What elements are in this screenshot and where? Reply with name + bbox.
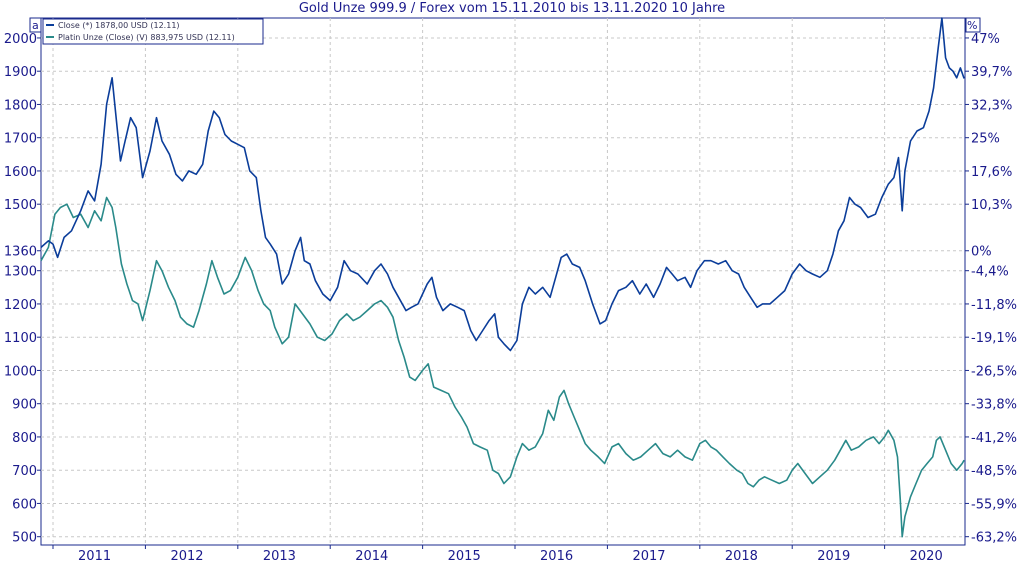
x-tick-label: 2018 <box>725 549 758 563</box>
y-right-tick-label: -11,8% <box>971 298 1017 313</box>
y-right-tick-label: -4,4% <box>971 265 1009 280</box>
y-axis-left: 2000 1900 1800 1700 1600 1500 1360 1300 1200 1100… <box>4 32 41 546</box>
x-tick-label: 2012 <box>170 549 203 563</box>
x-tick-label: 2013 <box>263 549 296 563</box>
plot-frame <box>40 17 966 546</box>
corner-left-label: a <box>32 19 39 32</box>
legend-label-gold: Close (*) 1878,00 USD (12.11) <box>58 21 180 30</box>
y-left-tick-label: 1600 <box>4 165 37 180</box>
y-left-tick-label: 1360 <box>4 245 37 260</box>
legend-label-platin: Platin Unze (Close) (V) 883,975 USD (12.… <box>58 33 235 42</box>
x-tick-label: 2020 <box>910 549 943 563</box>
y-left-tick-label: 1000 <box>4 364 37 379</box>
series-line-platin <box>40 196 965 538</box>
y-left-tick-label: 1100 <box>4 331 37 346</box>
grid-lines <box>41 18 965 545</box>
y-left-tick-label: 500 <box>12 531 37 546</box>
y-left-tick-label: 1300 <box>4 265 37 280</box>
corner-box-left <box>29 17 42 33</box>
legend-box <box>42 18 264 45</box>
chart-title: Gold Unze 999.9 / Forex vom 15.11.2010 b… <box>298 1 726 16</box>
x-tick-label: 2014 <box>355 549 388 563</box>
y-right-tick-label: -26,5% <box>971 364 1017 379</box>
y-right-tick-label: -33,8% <box>971 398 1017 413</box>
y-left-tick-label: 1500 <box>4 198 37 213</box>
corner-right-label: % <box>967 19 977 32</box>
y-right-tick-label: 32,3% <box>971 98 1012 113</box>
y-right-tick-label: -48,5% <box>971 464 1017 479</box>
y-right-tick-label: -41,2% <box>971 431 1017 446</box>
y-right-tick-label: 0% <box>971 245 992 260</box>
x-tick-label: 2015 <box>448 549 481 563</box>
y-right-tick-label: 47% <box>971 32 1000 47</box>
legend: Close (*) 1878,00 USD (12.11) Platin Unz… <box>42 18 264 45</box>
y-left-tick-label: 1700 <box>4 132 37 147</box>
y-left-tick-label: 1800 <box>4 98 37 113</box>
y-left-tick-label: 600 <box>12 497 37 512</box>
y-left-tick-label: 700 <box>12 464 37 479</box>
corner-box-right <box>965 17 981 33</box>
y-right-tick-label: 10,3% <box>971 198 1012 213</box>
y-left-tick-label: 1200 <box>4 298 37 313</box>
y-axis-right: 47% 39,7% 32,3% 25% 17,6% 10,3% 0% -4,4% -11,8% -… <box>965 32 1017 546</box>
x-axis: 2011 2012 2013 2014 2015 2016 2017 2018 2019 2020 <box>52 545 943 563</box>
series-layer <box>40 17 965 538</box>
x-tick-label: 2017 <box>632 549 665 563</box>
x-tick-label: 2016 <box>540 549 573 563</box>
series-line-gold <box>40 17 965 352</box>
x-tick-label: 2019 <box>817 549 850 563</box>
y-right-tick-label: 17,6% <box>971 165 1012 180</box>
y-right-tick-label: 39,7% <box>971 65 1012 80</box>
y-right-tick-label: 25% <box>971 132 1000 147</box>
y-right-tick-label: -55,9% <box>971 497 1017 512</box>
x-tick-label: 2011 <box>78 549 111 563</box>
y-left-tick-label: 900 <box>12 398 37 413</box>
y-left-tick-label: 1900 <box>4 65 37 80</box>
y-right-tick-label: -63,2% <box>971 531 1017 546</box>
y-left-tick-label: 2000 <box>4 32 37 47</box>
y-left-tick-label: 800 <box>12 431 37 446</box>
y-right-tick-label: -19,1% <box>971 331 1017 346</box>
